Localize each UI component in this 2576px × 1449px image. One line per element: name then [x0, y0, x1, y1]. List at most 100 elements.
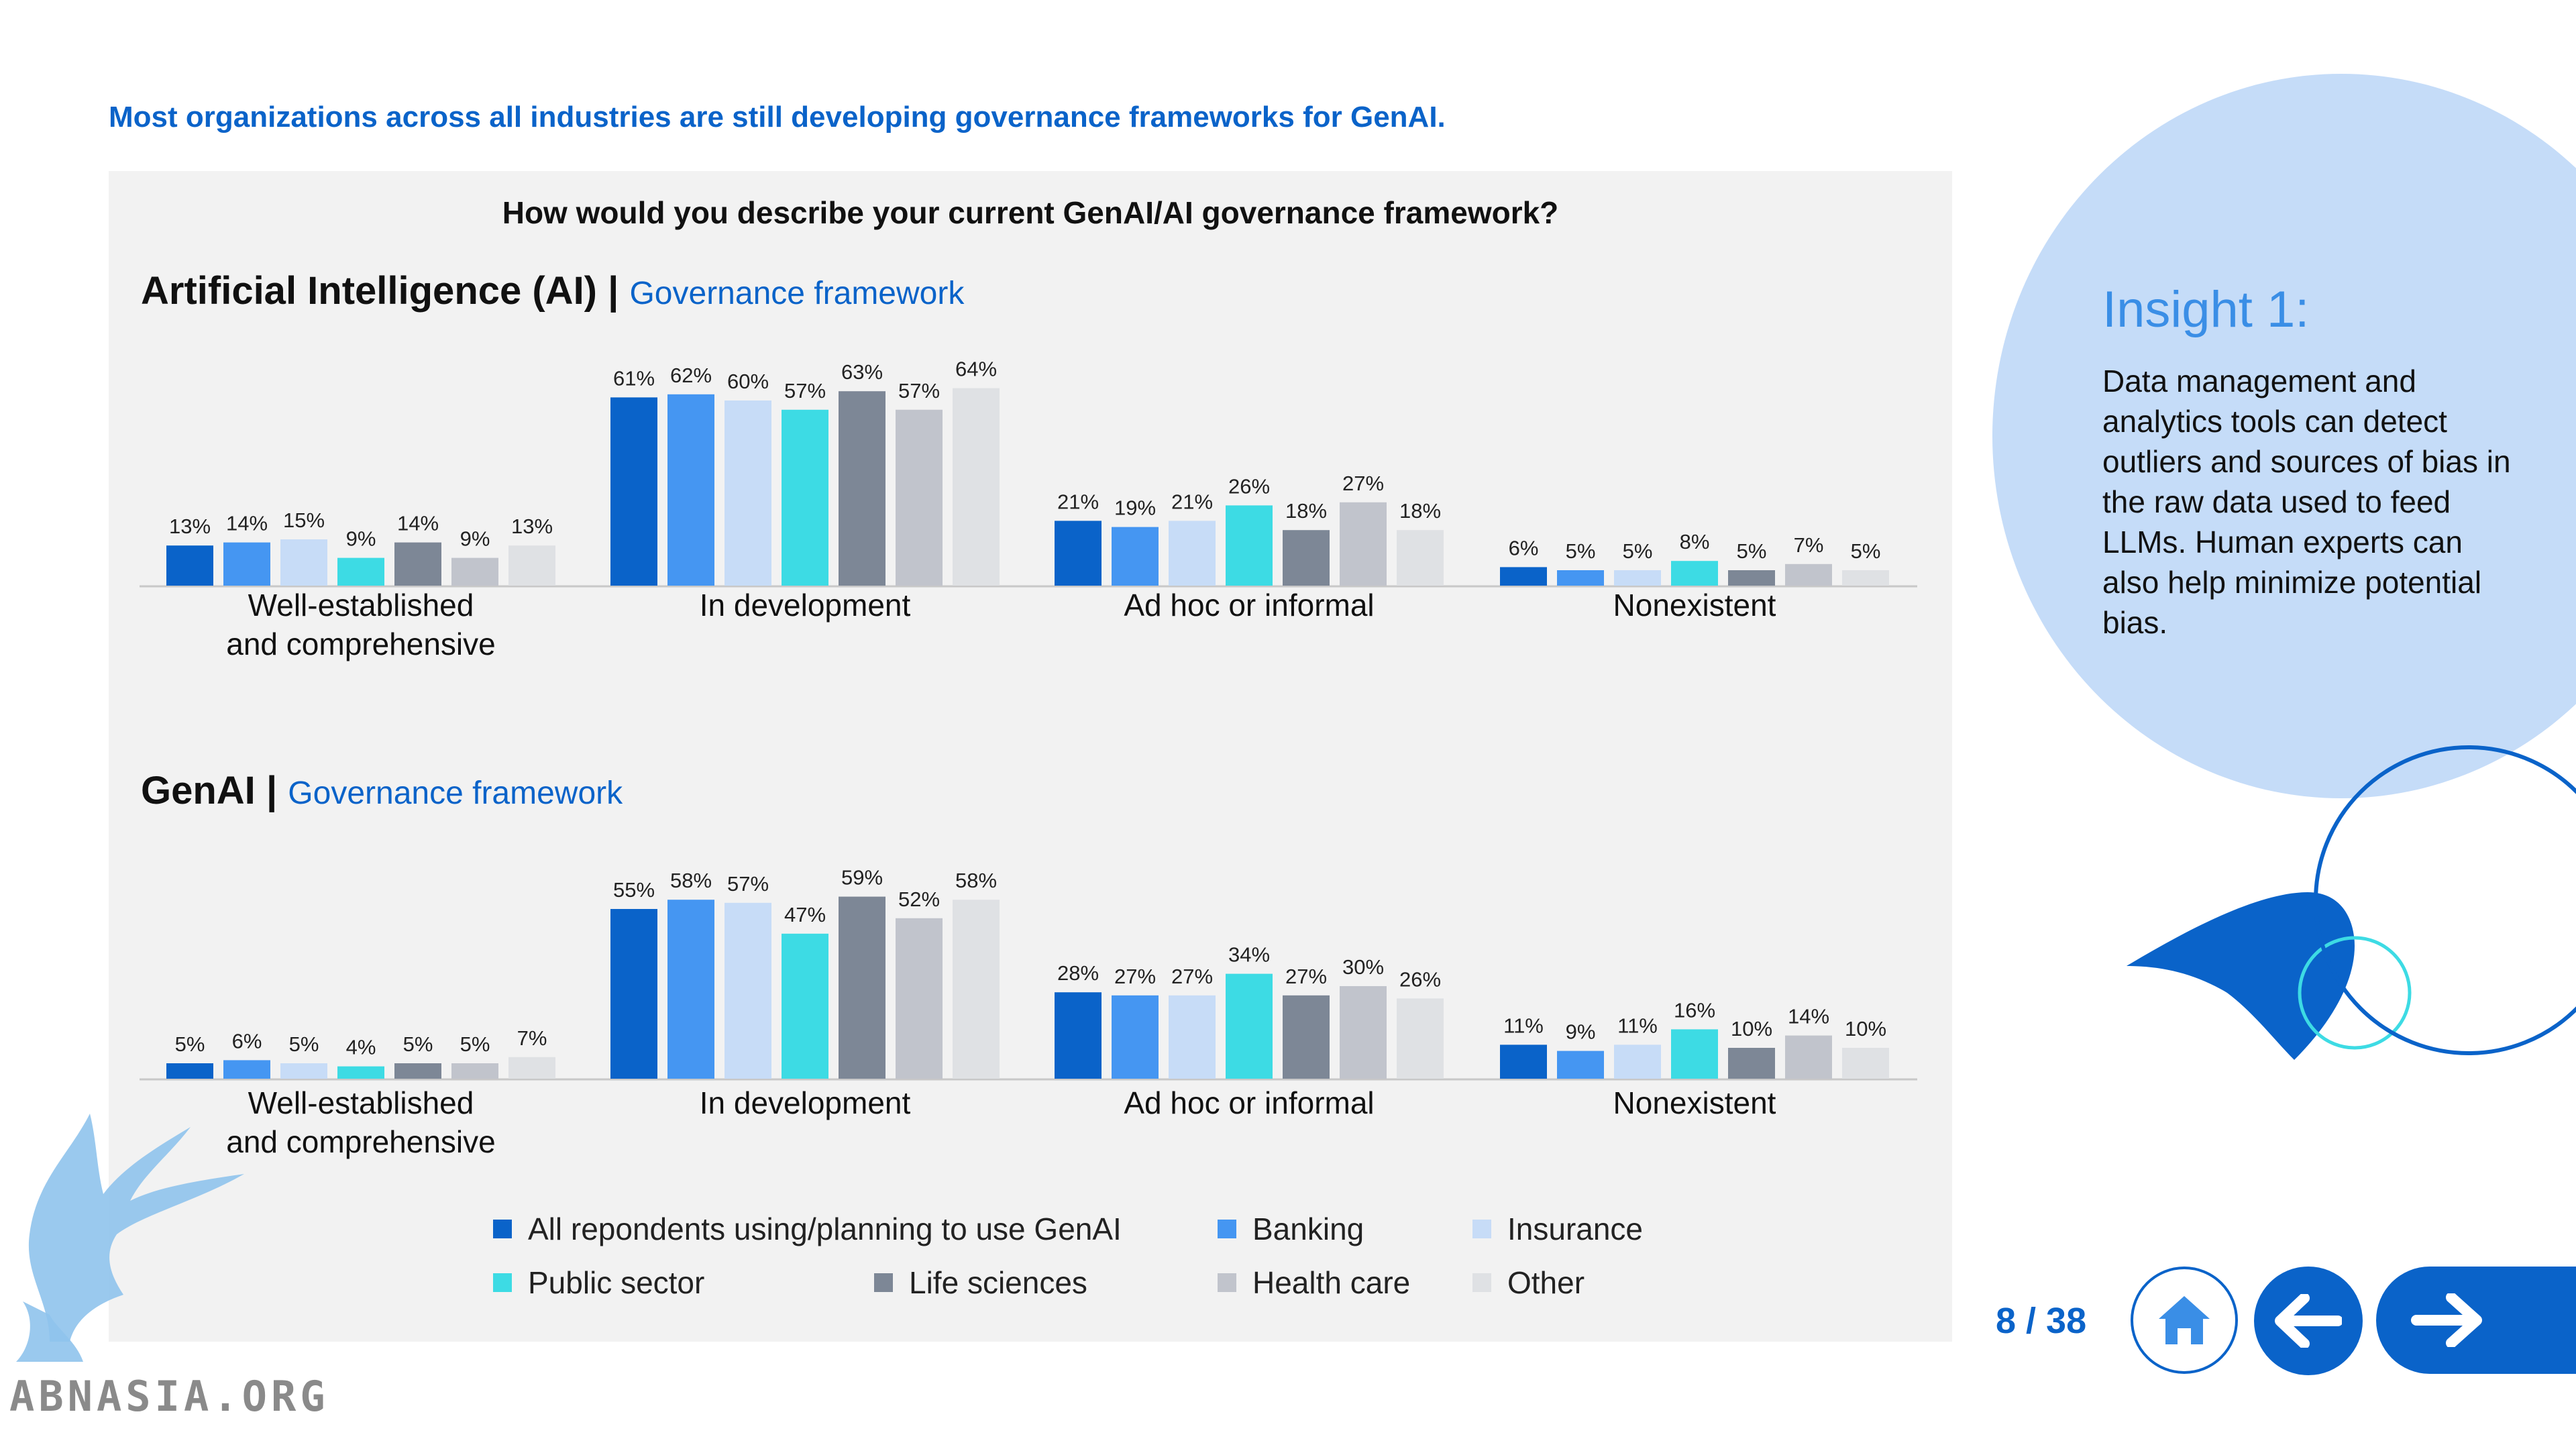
- category-label: Nonexistent: [1613, 1085, 1776, 1120]
- category-label: Ad hoc or informal: [1124, 588, 1374, 623]
- data-label: 14%: [397, 512, 439, 535]
- data-label: 13%: [511, 515, 553, 538]
- data-label: 11%: [1503, 1014, 1544, 1037]
- legend-swatch: [1218, 1273, 1236, 1292]
- legend-item-other: Other: [1472, 1265, 1585, 1301]
- bar: [1340, 986, 1387, 1079]
- home-icon: [2159, 1296, 2210, 1344]
- bar: [1557, 1051, 1604, 1079]
- bar: [337, 557, 384, 586]
- bar: [1500, 567, 1547, 586]
- data-label: 6%: [1509, 536, 1539, 559]
- data-label: 57%: [898, 379, 940, 402]
- legend-swatch: [1472, 1273, 1491, 1292]
- bar: [1397, 530, 1444, 586]
- category-label: Well-established: [248, 1085, 474, 1120]
- ai-chart-subtitle: Governance framework: [629, 276, 965, 311]
- data-label: 58%: [670, 869, 712, 892]
- next-page-button[interactable]: [2376, 1267, 2576, 1374]
- data-label: 7%: [1794, 533, 1824, 557]
- bar: [610, 909, 657, 1079]
- data-label: 28%: [1057, 961, 1099, 985]
- ai-section-title: Artificial Intelligence (AI) | Governanc…: [141, 269, 965, 313]
- bar: [1785, 564, 1832, 586]
- insight-title: Insight 1:: [2102, 281, 2310, 338]
- bar: [1112, 995, 1159, 1079]
- data-label: 63%: [841, 360, 883, 384]
- bar: [1169, 521, 1216, 586]
- bar: [1842, 1048, 1889, 1079]
- data-label: 57%: [784, 379, 826, 402]
- data-label: 21%: [1057, 490, 1099, 513]
- bar: [223, 1060, 270, 1079]
- bar: [394, 1063, 441, 1079]
- data-label: 26%: [1399, 967, 1441, 991]
- data-label: 6%: [232, 1029, 262, 1053]
- insight-body: Data management and analytics tools can …: [2102, 364, 2511, 640]
- data-label: 59%: [841, 866, 883, 890]
- category-label: In development: [700, 1085, 911, 1120]
- data-label: 9%: [460, 527, 490, 551]
- home-button[interactable]: [2131, 1267, 2238, 1374]
- bar: [610, 397, 657, 586]
- data-label: 13%: [169, 515, 211, 538]
- data-label: 5%: [1737, 539, 1767, 563]
- bar: [1226, 973, 1273, 1079]
- legend-swatch: [493, 1220, 512, 1238]
- previous-page-button[interactable]: [2254, 1267, 2363, 1375]
- data-label: 10%: [1731, 1017, 1772, 1040]
- data-label: 19%: [1114, 496, 1156, 520]
- category-label: Ad hoc or informal: [1124, 1085, 1374, 1120]
- data-label: 9%: [346, 527, 376, 551]
- bar: [953, 900, 1000, 1079]
- bar: [1671, 1029, 1718, 1079]
- data-label: 18%: [1399, 499, 1441, 523]
- bar: [337, 1066, 384, 1079]
- legend-item-public-sector: Public sector: [493, 1265, 704, 1301]
- bar: [1614, 1044, 1661, 1079]
- bar: [1226, 505, 1273, 586]
- bar: [166, 545, 213, 586]
- bar: [394, 542, 441, 586]
- data-label: 14%: [1788, 1005, 1829, 1028]
- data-label: 30%: [1342, 955, 1384, 979]
- bar: [1283, 530, 1330, 586]
- bar: [1055, 521, 1102, 586]
- genai-section-title: GenAI | Governance framework: [141, 769, 623, 812]
- data-label: 11%: [1617, 1014, 1658, 1037]
- data-label: 27%: [1285, 965, 1327, 988]
- category-label: Nonexistent: [1613, 588, 1776, 623]
- category-label: and comprehensive: [226, 627, 495, 661]
- category-label: In development: [700, 588, 911, 623]
- bar: [1728, 1048, 1775, 1079]
- bar: [223, 542, 270, 586]
- data-label: 16%: [1674, 998, 1715, 1022]
- bar: [1169, 995, 1216, 1079]
- page-number: 8 / 38: [1996, 1301, 2087, 1341]
- decorative-shapes: [2127, 745, 2576, 1060]
- data-label: 9%: [1566, 1020, 1596, 1044]
- watermark-text: ABNASIA.ORG: [9, 1372, 329, 1421]
- legend-item-insurance: Insurance: [1472, 1211, 1643, 1247]
- data-label: 5%: [175, 1032, 205, 1056]
- bar: [1728, 570, 1775, 586]
- genai-chart-subtitle: Governance framework: [288, 775, 623, 811]
- bar: [1500, 1044, 1547, 1079]
- data-label: 34%: [1228, 943, 1270, 967]
- bar: [280, 539, 327, 586]
- bar: [1557, 570, 1604, 586]
- data-label: 4%: [346, 1036, 376, 1059]
- data-label: 5%: [289, 1032, 319, 1056]
- data-label: 57%: [727, 872, 769, 896]
- legend-swatch: [493, 1273, 512, 1292]
- arrow-left-icon: [2275, 1294, 2342, 1348]
- data-label: 5%: [1623, 539, 1653, 563]
- category-label: and comprehensive: [226, 1124, 495, 1159]
- data-label: 5%: [1566, 539, 1596, 563]
- data-label: 5%: [403, 1032, 433, 1056]
- data-label: 58%: [955, 869, 997, 892]
- legend-swatch: [874, 1273, 893, 1292]
- insight-background-circle: [1992, 74, 2576, 798]
- data-label: 5%: [1851, 539, 1881, 563]
